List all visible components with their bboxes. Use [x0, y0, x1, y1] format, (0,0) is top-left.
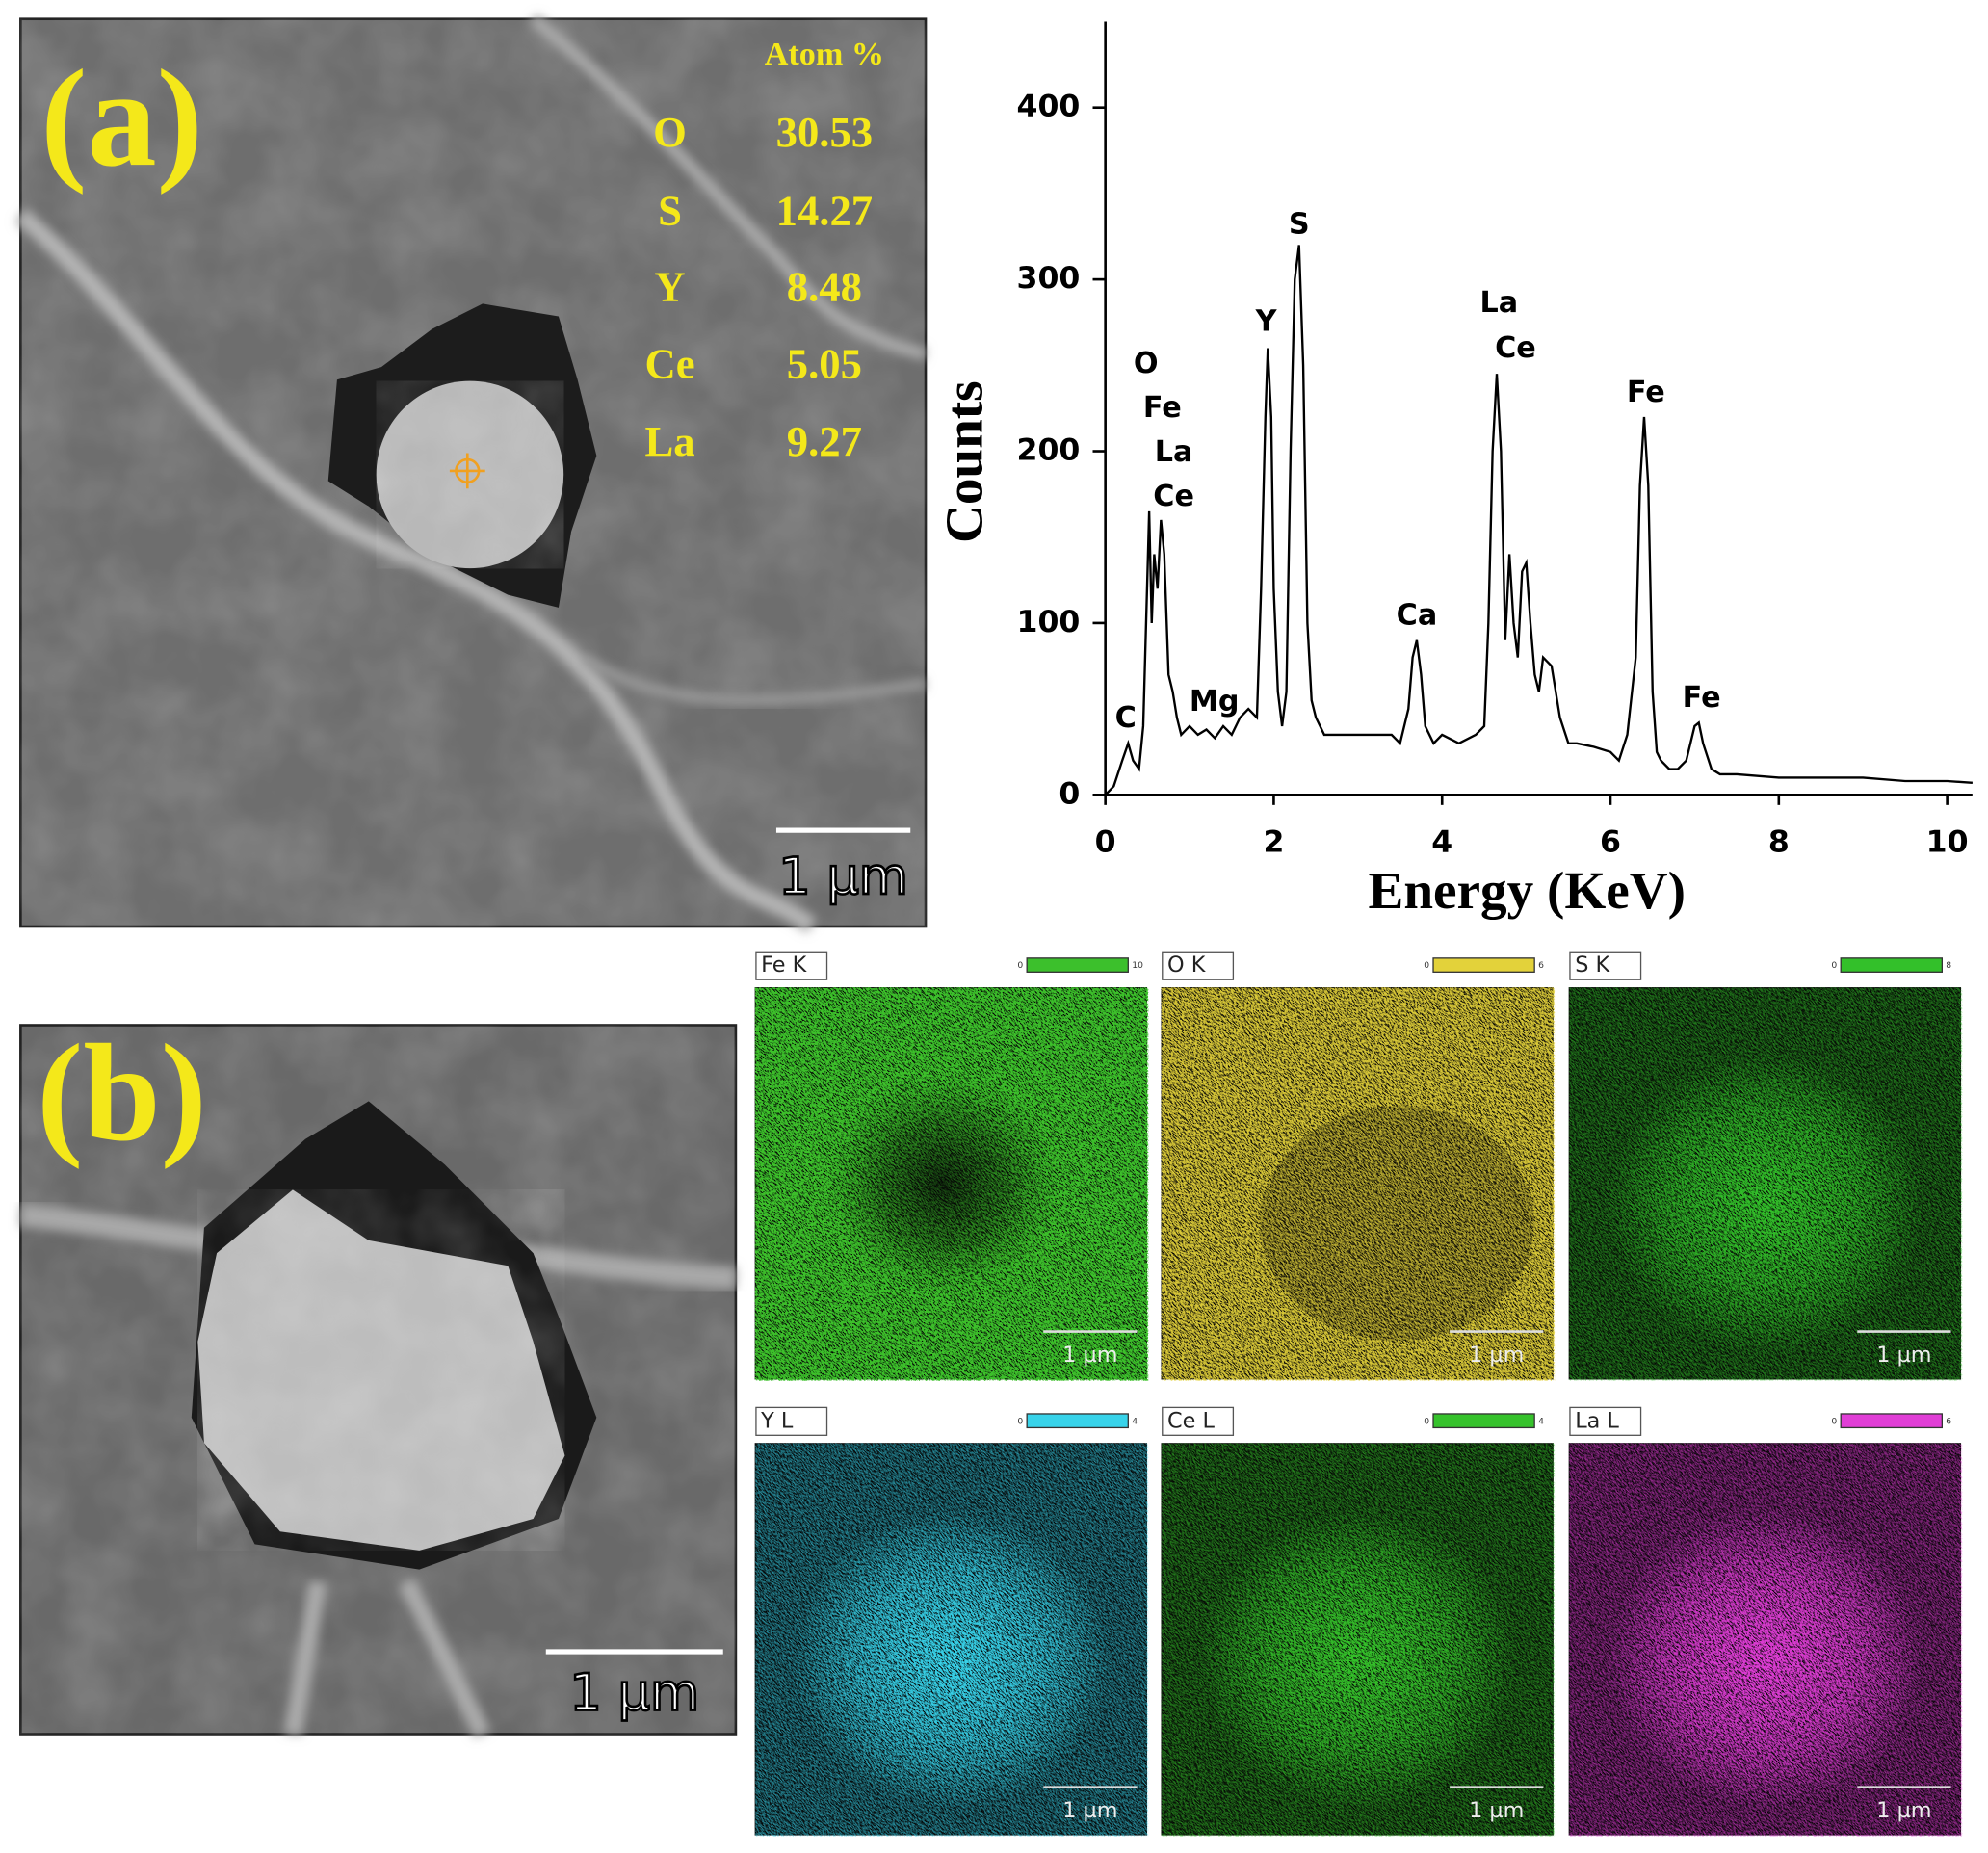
y-tick-label: 100: [1017, 605, 1081, 639]
x-tick-label: 4: [1431, 824, 1452, 859]
map-label-box: [1569, 1406, 1642, 1436]
x-tick-label: 2: [1263, 824, 1284, 859]
x-tick-label: 0: [1095, 824, 1116, 859]
x-axis-title: Energy (KeV): [1369, 861, 1687, 920]
colorbar-min: 0: [1017, 1416, 1023, 1426]
peak-label: Fe: [1683, 681, 1721, 715]
map-scale-label: 1 µm: [1469, 1798, 1524, 1823]
panel-label: (a): [40, 41, 203, 196]
map-signal: [1162, 1444, 1556, 1837]
atom-percent: 14.27: [776, 187, 874, 235]
element-name: La: [644, 417, 694, 465]
colorbar-min: 0: [1017, 960, 1023, 971]
element-name: Ce: [645, 340, 695, 388]
colorbar-min: 0: [1831, 1416, 1837, 1426]
map-label-box: [1162, 951, 1235, 980]
map-signal: [1569, 988, 1963, 1381]
map-label: S K: [1575, 953, 1610, 978]
colorbar-max: 4: [1132, 1416, 1138, 1426]
map-colorbar: [1026, 957, 1129, 973]
scale-bar-label: 1 µm: [569, 1664, 699, 1723]
map-colorbar: [1432, 957, 1535, 973]
element-name: S: [658, 187, 682, 235]
peak-label: Ca: [1397, 599, 1438, 633]
map-label: O K: [1167, 953, 1207, 978]
atom-percent: 30.53: [776, 108, 874, 156]
atom-table: O 30.53 S 14.27 Y 8.48 Ce 5.05 La 9.27: [644, 108, 873, 465]
peak-label: Mg: [1190, 685, 1240, 718]
peak-label: Y: [1255, 305, 1278, 339]
element-map: 1 µm Ce L 0 4: [1161, 1406, 1556, 1837]
atom-percent: 9.27: [787, 417, 862, 465]
element-map: 1 µm O K 0 6: [1161, 951, 1556, 1381]
map-signal: [1162, 988, 1556, 1381]
map-colorbar: [1840, 957, 1943, 973]
peak-label: La: [1155, 435, 1193, 469]
element-map: 1 µm La L 0 6: [1568, 1406, 1963, 1837]
map-signal: [1569, 1444, 1963, 1837]
map-scale-label: 1 µm: [1062, 1798, 1117, 1823]
x-tick-label: 10: [1926, 824, 1969, 859]
colorbar-max: 6: [1538, 960, 1544, 971]
y-tick-label: 400: [1017, 90, 1081, 124]
spectrum-chart: 0 100 200 300 400 0 2 4 6 8 10 C O Fe La Ce Mg Y S Ca La Ce Fe…: [1017, 21, 1973, 859]
map-label-box: [1569, 951, 1642, 980]
element-map: 1 µm Y L 0 4: [754, 1406, 1149, 1837]
peak-label: Ce: [1495, 331, 1536, 365]
peak-label: Fe: [1143, 391, 1182, 425]
y-tick-label: 300: [1017, 261, 1081, 296]
map-label: La L: [1575, 1408, 1619, 1433]
map-scale-label: 1 µm: [1876, 1798, 1931, 1823]
map-scale-label: 1 µm: [1876, 1343, 1931, 1368]
element-map: 1 µm S K 0 8: [1568, 951, 1963, 1381]
scale-bar-label: 1 µm: [778, 848, 908, 906]
peak-label: Ce: [1153, 480, 1194, 513]
colorbar-max: 10: [1132, 960, 1143, 971]
map-colorbar: [1840, 1413, 1943, 1429]
element-name: Y: [654, 263, 685, 311]
panel-label: (b): [37, 1016, 207, 1170]
y-tick-label: 0: [1059, 776, 1080, 811]
x-tick-label: 6: [1600, 824, 1621, 859]
spectrum-line: [1104, 245, 1973, 796]
peak-label: La: [1480, 286, 1519, 320]
x-tick-label: 8: [1768, 824, 1790, 859]
sem-image-b: [19, 1024, 738, 1738]
map-label: Y L: [760, 1408, 794, 1433]
y-axis-title: Counts: [935, 380, 994, 543]
peak-label: O: [1134, 347, 1159, 380]
table-header: Atom %: [765, 37, 884, 72]
colorbar-min: 0: [1424, 960, 1429, 971]
atom-percent: 8.48: [787, 263, 862, 311]
map-signal: [755, 988, 1149, 1381]
colorbar-max: 4: [1538, 1416, 1544, 1426]
map-label-box: [1162, 1406, 1235, 1436]
atom-percent: 5.05: [787, 340, 862, 388]
peak-label: S: [1289, 207, 1310, 241]
peak-label: Fe: [1627, 376, 1665, 409]
y-tick-label: 200: [1017, 433, 1081, 468]
map-scale-label: 1 µm: [1469, 1343, 1524, 1368]
colorbar-min: 0: [1424, 1416, 1429, 1426]
element-name: O: [653, 108, 687, 156]
map-label-box: [755, 1406, 828, 1436]
map-label-box: [755, 951, 828, 980]
map-label: Ce L: [1167, 1408, 1215, 1433]
colorbar-max: 8: [1946, 960, 1951, 971]
colorbar-min: 0: [1831, 960, 1837, 971]
map-colorbar: [1026, 1413, 1129, 1429]
peak-label: C: [1115, 701, 1137, 735]
colorbar-max: 6: [1946, 1416, 1951, 1426]
map-label: Fe K: [761, 953, 807, 978]
sem-image-a: [14, 13, 928, 934]
map-colorbar: [1432, 1413, 1535, 1429]
element-map: 1 µm Fe K 0 10: [754, 951, 1149, 1381]
map-signal: [755, 1444, 1149, 1837]
map-scale-label: 1 µm: [1062, 1343, 1117, 1368]
